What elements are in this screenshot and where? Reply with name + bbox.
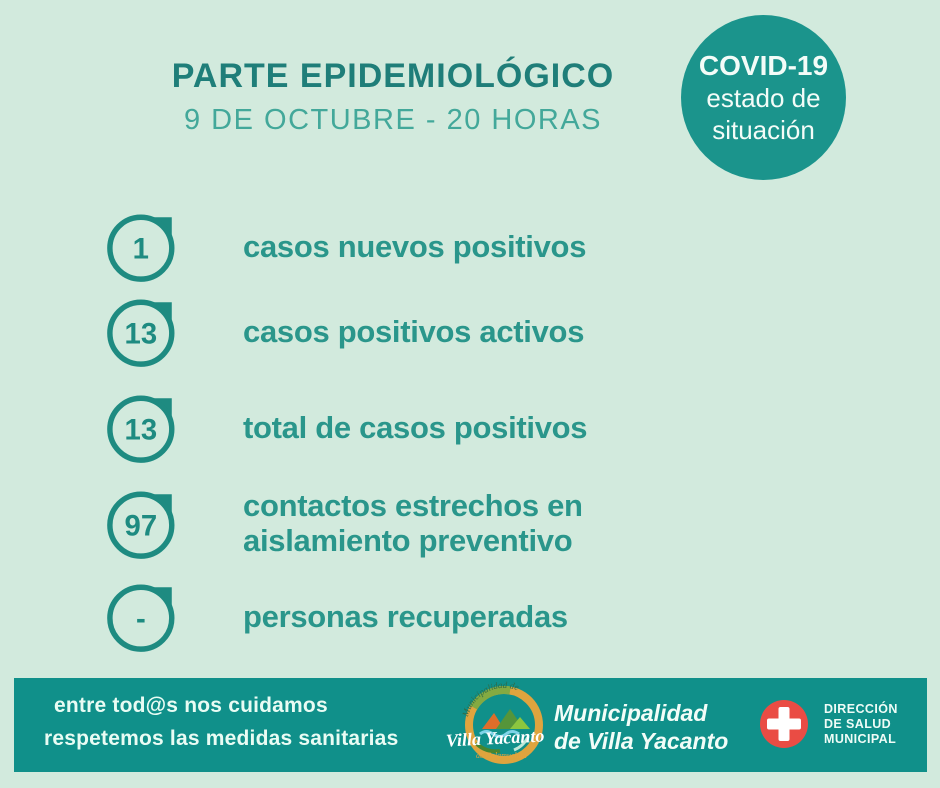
stat-row-close-contacts: 97 contactos estrechos en aislamiento pr… [105, 485, 583, 561]
stat-label: casos positivos activos [243, 313, 585, 349]
stat-value: 1 [133, 232, 149, 265]
stat-label: total de casos positivos [243, 409, 588, 445]
covid-badge-line2: estado de [706, 82, 821, 113]
municipality-name: Municipalidad de Villa Yacanto [554, 699, 728, 755]
municipality-line2: de Villa Yacanto [554, 728, 729, 754]
circle-number-badge-icon: - [107, 584, 175, 652]
medical-cross-icon [760, 700, 808, 748]
footer-message: entre tod@s nos cuidamos respetemos las … [44, 689, 398, 755]
circle-number-badge-icon: 1 [107, 214, 175, 282]
health-office-label: DIRECCIÓN DE SALUD MUNICIPAL [824, 702, 898, 747]
covid-status-badge: COVID-19 estado de situación [681, 15, 846, 180]
page-title: PARTE EPIDEMIOLÓGICO [171, 57, 615, 95]
stat-row-recovered: - personas recuperadas [105, 578, 568, 654]
header: PARTE EPIDEMIOLÓGICO 9 DE OCTUBRE - 20 H… [93, 57, 693, 137]
stat-value: 97 [125, 509, 158, 542]
stat-label: contactos estrechos en aislamiento preve… [243, 488, 583, 558]
circle-number-badge-icon: 13 [107, 299, 175, 367]
stat-row-new-cases: 1 casos nuevos positivos [105, 208, 586, 284]
health-office-line1: DIRECCIÓN [824, 702, 898, 716]
covid-badge-line3: situación [712, 114, 815, 145]
stat-value: 13 [125, 317, 158, 350]
logo-subtext: de Calamuchita [476, 751, 527, 760]
stat-label: personas recuperadas [243, 598, 568, 634]
footer-bar: entre tod@s nos cuidamos respetemos las … [14, 678, 927, 772]
stat-row-total-cases: 13 total de casos positivos [105, 389, 588, 465]
stat-value: - [136, 602, 146, 635]
report-date-subtitle: 9 DE OCTUBRE - 20 HORAS [183, 104, 603, 136]
stat-row-active-cases: 13 casos positivos activos [105, 293, 584, 369]
footer-message-line2: respetemos las medidas sanitarias [44, 727, 399, 750]
municipality-line1: Municipalidad [554, 700, 708, 726]
health-office-line2: DE SALUD [824, 717, 892, 731]
covid-badge-line1: COVID-19 [698, 49, 829, 81]
footer-message-line1: entre tod@s nos cuidamos [54, 694, 328, 717]
circle-number-badge-icon: 97 [107, 491, 175, 559]
stat-value: 13 [125, 413, 158, 446]
health-office-line3: MUNICIPAL [824, 732, 897, 746]
circle-number-badge-icon: 13 [107, 395, 175, 463]
stat-label: casos nuevos positivos [243, 228, 587, 264]
villa-yacanto-logo: Municipalidad de Villa Yacanto de Calamu… [445, 681, 545, 764]
